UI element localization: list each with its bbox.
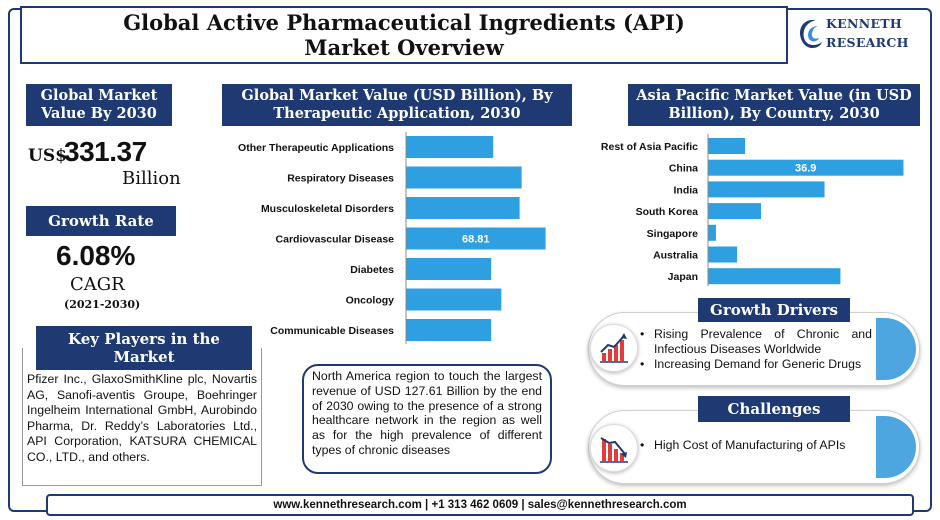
bar	[406, 288, 502, 311]
growth-drivers-list: Rising Prevalence of Chronic and Infecti…	[636, 327, 872, 372]
therapeutic-bar-chart: Other Therapeutic Applications Respirator…	[238, 132, 546, 344]
growth-period: (2021-2030)	[64, 298, 141, 311]
growth-driver-item: Rising Prevalence of Chronic and Infecti…	[636, 327, 872, 357]
logo-text: KENNETH RESEARCH	[826, 14, 909, 52]
market-value-heading: Global Market Value By 2030	[40, 87, 158, 122]
growth-rate-heading: Growth Rate	[48, 212, 154, 230]
category-tick-label: Australia	[653, 250, 698, 262]
growth-chart-icon	[600, 333, 628, 363]
growth-drivers-heading: Growth Drivers	[710, 301, 838, 319]
category-tick-label: Musculoskeletal Disorders	[261, 203, 394, 215]
bar	[406, 227, 546, 250]
growth-chart-icon-circle	[590, 324, 638, 372]
challenge-item: High Cost of Manufacturing of APIs	[636, 438, 872, 453]
bar	[406, 258, 492, 280]
data-label: 36.9	[795, 163, 816, 175]
category-tick-label: China	[669, 163, 698, 175]
bar	[708, 181, 825, 198]
page-title: Global Active Pharmaceutical Ingredients…	[123, 10, 685, 60]
bar	[708, 268, 841, 285]
category-tick-label: Respiratory Diseases	[287, 173, 394, 185]
key-players-text: Pfizer Inc., GlaxoSmithKline plc, Novart…	[22, 348, 262, 486]
bar	[708, 138, 746, 154]
category-tick-label: Rest of Asia Pacific	[601, 141, 698, 153]
growth-rate-banner: Growth Rate	[26, 206, 176, 236]
footer-contact-bar: www.kennethresearch.com | +1 313 462 060…	[46, 494, 914, 516]
logo-line2: RESEARCH	[826, 35, 909, 50]
bar	[406, 166, 522, 189]
decline-chart-icon	[600, 437, 628, 463]
therapeutic-chart-title: Global Market Value (USD Billion), By Th…	[241, 87, 553, 122]
bar	[708, 246, 738, 263]
category-tick-label: Communicable Diseases	[270, 325, 394, 337]
market-value-currency: US$	[28, 146, 67, 166]
growth-rate-value: 6.08%	[56, 240, 136, 271]
bar	[708, 159, 904, 176]
asia-pacific-bar-chart: Rest of Asia Pacific China 36.9 India South …	[601, 134, 904, 286]
brand-logo: KENNETH RESEARCH	[792, 10, 932, 58]
bar	[708, 224, 716, 241]
key-players-heading: Key Players in the Market	[68, 330, 220, 366]
logo-line1: KENNETH	[826, 16, 902, 31]
challenges-list: High Cost of Manufacturing of APIs	[636, 438, 872, 453]
category-tick-label: Other Therapeutic Applications	[238, 142, 394, 154]
asia-pacific-chart-title: Asia Pacific Market Value (in USD Billio…	[636, 87, 912, 122]
title-box: Global Active Pharmaceutical Ingredients…	[20, 6, 788, 64]
bar	[406, 319, 492, 341]
decline-chart-icon-circle	[590, 424, 638, 472]
category-tick-label: India	[673, 184, 698, 196]
cagr-label: CAGR	[70, 274, 125, 295]
category-tick-label: Singapore	[647, 228, 699, 240]
growth-drivers-banner: Growth Drivers	[698, 298, 850, 322]
market-value-number: 331.37	[64, 136, 147, 167]
challenges-banner: Challenges	[698, 396, 850, 422]
category-tick-label: Cardiovascular Disease	[276, 234, 395, 246]
north-america-note: North America region to touch the larges…	[302, 364, 552, 474]
category-tick-label: Diabetes	[350, 264, 394, 276]
bar	[406, 197, 520, 219]
category-tick-label: South Korea	[636, 206, 699, 218]
footer-contact: www.kennethresearch.com | +1 313 462 060…	[273, 499, 687, 511]
bar	[406, 136, 494, 158]
therapeutic-chart-banner: Global Market Value (USD Billion), By Th…	[222, 84, 572, 126]
market-value-banner: Global Market Value By 2030	[26, 84, 172, 126]
data-label: 68.81	[462, 234, 490, 246]
challenges-heading: Challenges	[727, 400, 821, 418]
category-tick-label: Oncology	[346, 295, 395, 307]
key-players-banner: Key Players in the Market	[36, 326, 252, 370]
bar	[708, 203, 761, 220]
market-value-unit: Billion	[122, 168, 181, 189]
logo-swirl-icon	[800, 19, 822, 49]
category-tick-label: Japan	[668, 271, 698, 283]
growth-driver-item: Increasing Demand for Generic Drugs	[636, 357, 872, 372]
asia-pacific-chart-banner: Asia Pacific Market Value (in USD Billio…	[628, 84, 920, 126]
